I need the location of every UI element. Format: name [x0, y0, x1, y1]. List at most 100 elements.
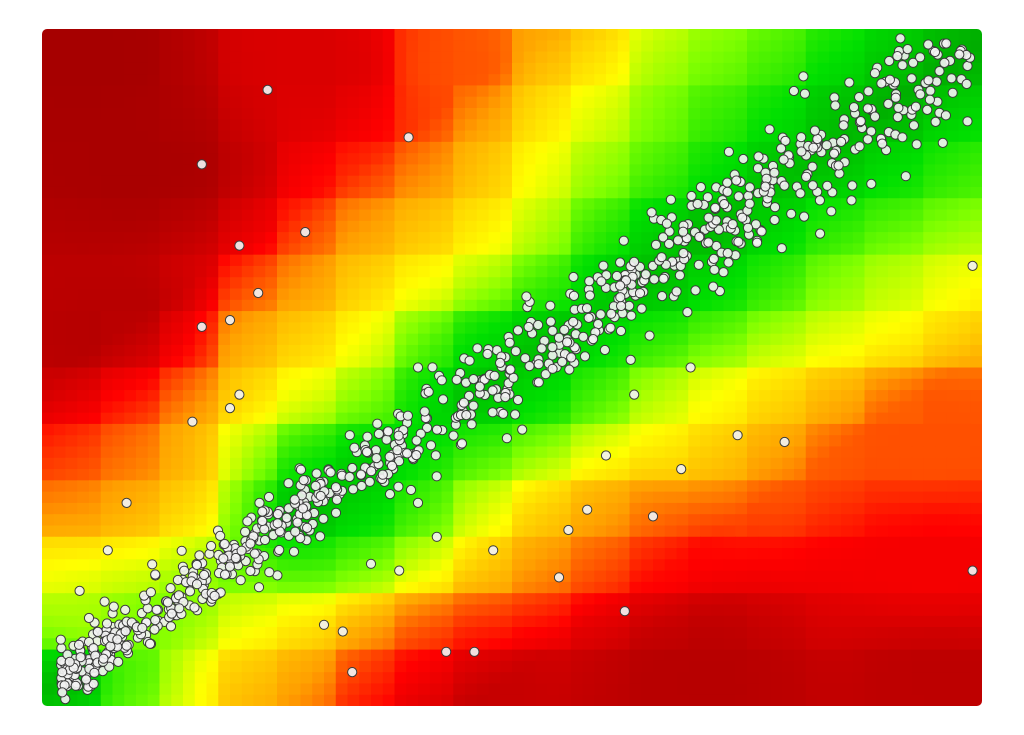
heat-cell	[312, 446, 325, 459]
heat-cell	[277, 220, 290, 233]
heat-cell	[888, 378, 901, 391]
heat-cell	[617, 119, 631, 132]
heat-cell	[465, 299, 478, 312]
heat-cell	[53, 525, 67, 538]
heat-cell	[782, 581, 795, 594]
heat-cell	[629, 322, 642, 335]
heat-cell	[676, 175, 689, 188]
heat-cell	[206, 153, 219, 165]
heat-cell	[817, 627, 830, 639]
heat-cell	[817, 559, 830, 572]
heat-cell	[899, 683, 913, 696]
heat-cell	[899, 344, 913, 357]
heat-cell	[629, 525, 642, 538]
heat-cell	[629, 593, 642, 606]
heat-cell	[970, 570, 982, 583]
heat-cell	[288, 423, 302, 436]
heat-cell	[65, 604, 78, 617]
heat-cell	[382, 559, 396, 572]
heat-cell	[747, 40, 760, 53]
heat-cell	[523, 186, 537, 199]
heat-cell	[758, 119, 772, 132]
heat-cell	[805, 593, 819, 606]
heat-cell	[488, 186, 501, 199]
heat-cell	[147, 469, 161, 481]
heat-cell	[347, 232, 360, 244]
heat-cell	[265, 356, 278, 369]
heat-cell	[277, 683, 290, 696]
heat-cell	[512, 469, 525, 481]
heat-cell	[42, 277, 55, 290]
heat-cell	[406, 232, 419, 244]
heat-cell	[547, 627, 560, 639]
heat-cell	[194, 525, 208, 538]
heat-cell	[512, 198, 525, 211]
heat-cell	[124, 299, 137, 312]
heat-cell	[500, 311, 513, 323]
heat-cell	[570, 502, 584, 515]
heat-cell	[864, 378, 877, 391]
heat-cell	[723, 62, 736, 75]
heat-cell	[53, 536, 67, 549]
heat-cell	[53, 627, 67, 639]
heat-cell	[700, 660, 713, 673]
heat-cell	[735, 390, 748, 402]
heat-cell	[817, 164, 830, 177]
heat-cell	[794, 299, 807, 312]
heat-cell	[817, 446, 830, 459]
heat-cell	[923, 141, 936, 154]
heat-cell	[770, 265, 783, 278]
heat-cell	[547, 119, 560, 132]
heat-cell	[876, 254, 889, 267]
heat-cell	[805, 130, 819, 143]
heat-cell	[100, 502, 114, 515]
heat-cell	[42, 514, 55, 527]
heat-cell	[359, 672, 372, 685]
heat-cell	[888, 367, 901, 380]
heat-cell	[218, 209, 231, 222]
heat-cell	[324, 672, 337, 685]
heat-cell	[653, 141, 666, 154]
heat-cell	[77, 130, 90, 143]
heat-cell	[136, 40, 149, 53]
heat-cell	[241, 604, 255, 617]
heat-cell	[876, 29, 889, 41]
heat-cell	[89, 581, 102, 594]
heat-cell	[53, 548, 67, 560]
heat-cell	[688, 367, 701, 380]
heat-cell	[418, 62, 431, 75]
heat-cell	[805, 469, 819, 481]
heat-cell	[864, 435, 877, 448]
heat-cell	[594, 232, 607, 244]
heat-cell	[136, 265, 149, 278]
heat-cell	[770, 85, 783, 98]
heat-cell	[735, 514, 748, 527]
heat-cell	[371, 209, 384, 222]
heat-cell	[688, 153, 701, 165]
heat-cell	[817, 232, 830, 244]
heat-cell	[100, 694, 114, 706]
heat-cell	[770, 107, 783, 120]
heat-cell	[935, 593, 948, 606]
heat-cell	[65, 322, 78, 335]
heat-cell	[805, 96, 819, 109]
heat-cell	[42, 85, 55, 98]
heat-cell	[382, 356, 396, 369]
data-point	[466, 419, 477, 430]
heat-cell	[946, 62, 960, 75]
heat-cell	[747, 265, 760, 278]
heat-cell	[653, 672, 666, 685]
heat-cell	[312, 660, 325, 673]
heat-cell	[218, 232, 231, 244]
heat-cell	[758, 141, 772, 154]
heat-cell	[371, 638, 384, 651]
heat-cell	[935, 164, 948, 177]
heat-cell	[488, 322, 501, 335]
heat-cell	[841, 536, 854, 549]
heat-cell	[923, 672, 936, 685]
heat-cell	[465, 559, 478, 572]
heat-cell	[53, 514, 67, 527]
heat-cell	[523, 435, 537, 448]
heat-cell	[453, 311, 466, 323]
heat-cell	[899, 593, 913, 606]
